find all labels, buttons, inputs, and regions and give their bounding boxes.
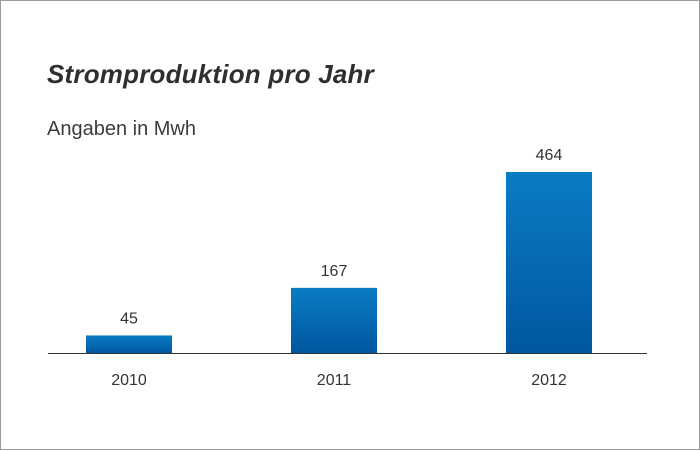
x-tick-label-2010: 2010 — [111, 372, 147, 389]
chart-title: Stromproduktion pro Jahr — [47, 59, 374, 89]
chart-subtitle: Angaben in Mwh — [47, 118, 196, 140]
x-tick-label-2012: 2012 — [531, 372, 567, 389]
data-label-2011: 167 — [321, 263, 348, 280]
bars-group — [86, 172, 592, 353]
bar-2010 — [86, 335, 172, 353]
x-tick-label-2011: 2011 — [317, 372, 352, 389]
bar-2012 — [506, 172, 592, 353]
labels-group: 45 2010 167 2011 464 2012 — [111, 147, 567, 389]
data-label-2010: 45 — [120, 310, 138, 327]
bar-2011 — [291, 287, 377, 353]
data-label-2012: 464 — [536, 147, 563, 164]
